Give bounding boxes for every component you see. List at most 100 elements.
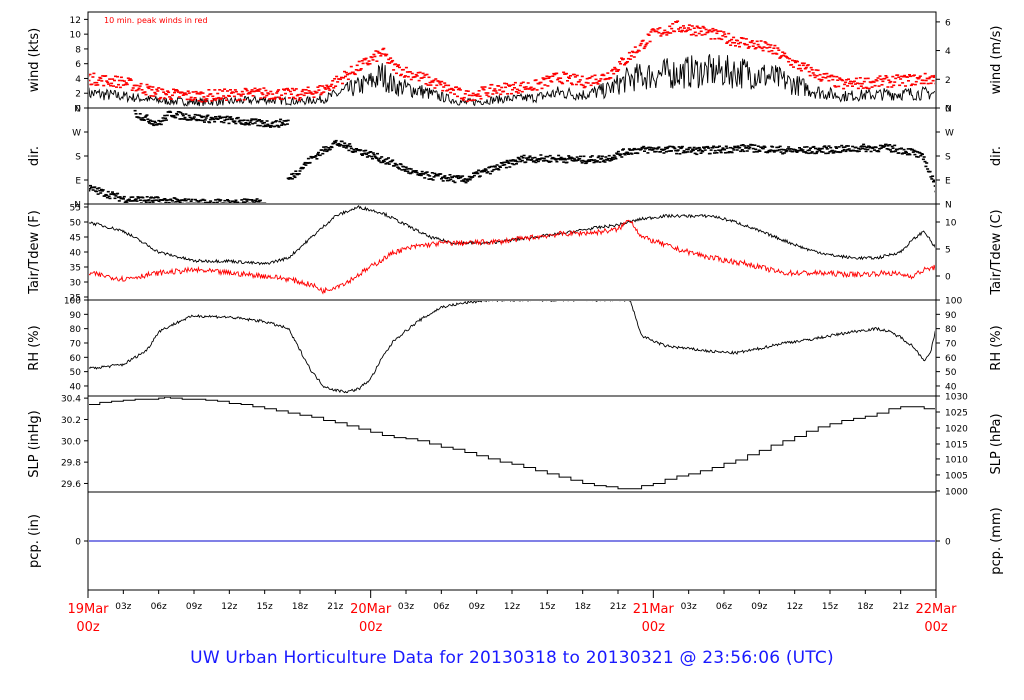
wind-point [758,46,762,49]
direction-point [169,198,173,201]
direction-point [159,123,163,126]
direction-point [857,147,860,150]
wind-point [844,81,848,84]
direction-point [823,145,827,147]
wind-point [240,90,244,93]
wind-point [618,61,622,63]
wind-point [119,76,123,79]
wind-point [495,92,499,94]
wind-point [886,86,890,88]
wind-point [627,51,631,54]
direction-point [419,174,423,177]
wind-point [824,77,828,79]
wind-point [273,98,277,100]
direction-point [387,163,391,165]
direction-point [534,161,538,164]
humidity-ytick-left-label: 100 [64,297,81,307]
direction-point [385,158,389,160]
direction-point [597,155,601,157]
wind-point [110,82,114,85]
wind-point [762,46,766,48]
wind-point [511,88,514,91]
wind-point [878,75,882,77]
wind-point [734,45,737,47]
wind-point [780,55,784,57]
direction-point [886,145,890,147]
wind-point [733,42,737,44]
direction-point [147,199,151,201]
direction-point [620,156,624,158]
wind-point [675,21,679,23]
wind-point [783,52,787,55]
wind-point [697,32,701,35]
direction-point [921,153,924,156]
wind-point [284,92,287,95]
wind-point [690,25,694,27]
direction-point [787,146,791,148]
direction-point [445,179,449,182]
direction-point [219,117,222,119]
direction-point [746,145,750,147]
hour-tick-label: 21z [327,602,343,612]
direction-point [850,149,854,152]
wind-point [424,83,428,85]
direction-point [349,145,353,148]
wind-point [583,85,587,88]
wind-point [89,73,92,76]
wind-point [174,90,177,92]
wind-point [131,87,135,89]
wind-point [667,32,671,34]
wind-point [746,47,750,49]
wind-point [807,70,811,73]
direction-point [255,198,259,200]
direction-point [263,121,266,124]
wind-point [787,60,791,63]
direction-point [677,146,681,148]
wind-point [390,61,394,63]
wind-point [222,95,226,97]
wind-point [893,81,897,83]
direction-point [391,159,395,161]
wind-point [815,74,819,77]
wind-point [449,91,453,94]
wind-point [275,92,279,94]
direction-point [360,154,364,156]
wind-point [553,73,557,76]
direction-point [212,201,216,203]
direction-point [294,170,298,172]
direction-point [457,175,461,177]
direction-point [236,116,240,119]
wind-point [694,34,698,37]
wind-point [365,62,369,64]
wind-point [747,45,751,48]
wind-point [325,84,329,87]
wind-point [224,96,228,99]
wind-point [283,89,286,91]
direction-point [201,198,205,201]
direction-point [902,148,906,151]
direction-point [666,146,670,148]
wind-point [547,77,551,79]
wind-point [443,82,447,84]
wind-point [259,97,263,99]
wind-point [922,82,926,85]
wind-point [581,84,585,87]
direction-point [582,155,586,158]
direction-point [718,145,721,148]
wind-point [902,75,906,78]
direction-point [248,199,252,201]
wind-point [262,87,266,89]
direction-point [323,148,327,150]
wind-point [400,73,403,76]
wind-ytick-left-label: 6 [75,60,81,70]
wind-point [95,81,99,84]
wind-point [327,87,331,90]
wind-point [434,78,438,80]
wind-point [158,98,162,100]
direction-point [264,125,268,128]
wind-point [186,90,190,92]
wind-point [232,95,236,98]
pressure-frame [87,395,937,493]
direction-point [247,123,251,126]
direction-point [146,118,150,120]
